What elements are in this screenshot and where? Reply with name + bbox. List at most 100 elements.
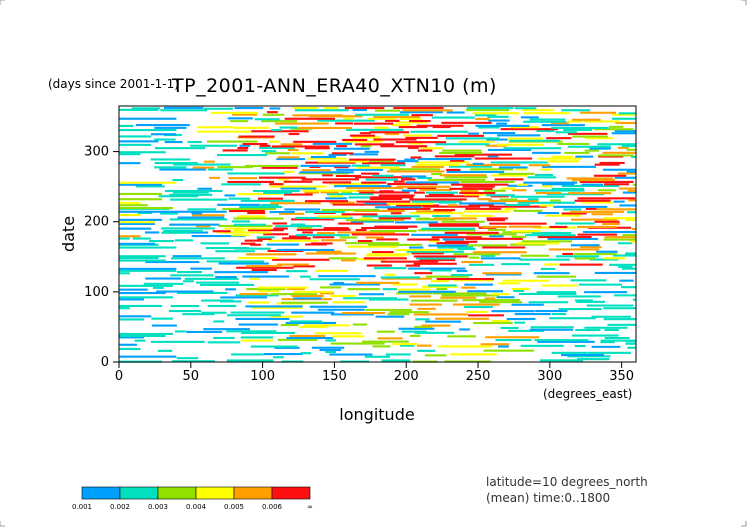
heatmap-cell	[280, 143, 303, 146]
heatmap-cell	[314, 332, 362, 335]
heatmap-cell	[389, 311, 430, 314]
heatmap-cell	[240, 336, 273, 339]
heatmap-cell	[226, 359, 274, 362]
heatmap-cell	[276, 248, 335, 251]
heatmap-cell	[289, 334, 326, 337]
heatmap-cell	[373, 138, 417, 141]
heatmap-cell	[536, 291, 577, 294]
heatmap-cell	[603, 307, 636, 310]
colorbar-swatch	[271, 486, 311, 500]
heatmap-cell	[256, 236, 275, 239]
x-tick-label: 200	[394, 369, 419, 384]
heatmap-cell	[265, 152, 291, 155]
heatmap-cell	[425, 275, 469, 278]
heatmap-cell	[561, 109, 590, 112]
heatmap-cell	[352, 136, 381, 139]
heatmap-cell	[269, 185, 327, 188]
heatmap-cell	[332, 335, 365, 338]
heatmap-cell	[285, 321, 336, 324]
heatmap-cell	[372, 345, 391, 348]
heatmap-cell	[498, 172, 535, 175]
heatmap-cell	[540, 267, 556, 270]
heatmap-cell	[291, 311, 335, 314]
heatmap-cell	[425, 191, 458, 194]
heatmap-cell	[297, 226, 312, 229]
heatmap-cell	[622, 267, 636, 270]
heatmap-cell	[528, 301, 569, 304]
heatmap-cell	[369, 230, 417, 233]
heatmap-cell	[298, 126, 353, 129]
heatmap-cell	[119, 242, 155, 245]
heatmap-cell	[584, 291, 628, 294]
heatmap-cell	[296, 228, 351, 231]
heatmap-cell	[498, 345, 509, 348]
heatmap-cell	[460, 214, 494, 217]
heatmap-cell	[502, 231, 532, 234]
heatmap-cell	[246, 288, 286, 291]
heatmap-cell	[238, 323, 279, 326]
heatmap-cell	[547, 160, 580, 163]
heatmap-cell	[190, 231, 209, 234]
heatmap-cell	[589, 258, 619, 261]
heatmap-cell	[277, 338, 318, 341]
heatmap-cell	[352, 109, 367, 112]
heatmap-cell	[414, 191, 425, 194]
heatmap-cell	[602, 151, 636, 154]
heatmap-cell	[486, 138, 508, 141]
heatmap-cell	[119, 135, 152, 138]
heatmap-cell	[227, 314, 281, 317]
heatmap-cell	[271, 129, 282, 132]
heatmap-cell	[537, 212, 560, 215]
heatmap-cell	[263, 353, 303, 356]
heatmap-cell	[503, 147, 561, 150]
heatmap-cell	[561, 212, 587, 215]
heatmap-cell	[475, 124, 530, 127]
heatmap-cell	[541, 124, 585, 127]
heatmap-cell	[490, 161, 549, 164]
x-tick-label: 150	[322, 369, 347, 384]
heatmap-cell	[407, 186, 437, 189]
heatmap-cell	[545, 214, 582, 217]
heatmap-cell	[187, 208, 217, 211]
heatmap-cell	[119, 140, 159, 143]
heatmap-cell	[447, 335, 476, 338]
heatmap-cell	[119, 198, 163, 201]
heatmap-cell	[356, 166, 400, 169]
heatmap-cell	[247, 212, 266, 215]
heatmap-cell	[487, 155, 499, 158]
heatmap-cell	[304, 200, 348, 203]
heatmap-cell	[217, 203, 261, 206]
heatmap-cell	[279, 212, 305, 215]
heatmap-cell	[276, 158, 305, 161]
y-tick-label: 200	[84, 215, 109, 230]
heatmap-cell	[617, 146, 629, 149]
heatmap-cell	[149, 240, 175, 243]
heatmap-cell	[329, 283, 380, 286]
heatmap-cell	[213, 336, 235, 339]
heatmap-cell	[289, 320, 323, 323]
heatmap-cell	[150, 340, 205, 343]
heatmap-cell	[119, 272, 130, 275]
heatmap-cell	[192, 166, 215, 169]
colorbar-label: 0.001	[72, 503, 92, 511]
heatmap-cell	[521, 240, 573, 243]
heatmap-cell	[281, 301, 328, 304]
heatmap-cell	[553, 205, 608, 208]
heatmap-cell	[332, 203, 390, 206]
heatmap-cell	[428, 223, 479, 226]
heatmap-cell	[119, 298, 145, 301]
heatmap-cell	[482, 132, 516, 135]
heatmap-cell	[368, 243, 422, 246]
heatmap-cell	[286, 337, 334, 340]
heatmap-cell	[482, 246, 526, 249]
heatmap-cell	[378, 194, 415, 197]
heatmap-cell	[197, 126, 233, 129]
heatmap-cell	[364, 355, 390, 358]
heatmap-cell	[329, 182, 380, 185]
heatmap-cell	[584, 149, 600, 152]
heatmap-cell	[197, 187, 212, 190]
heatmap-cell	[410, 156, 422, 159]
heatmap-cell	[460, 190, 479, 193]
heatmap-cell	[207, 168, 233, 171]
heatmap-cell	[169, 218, 228, 221]
